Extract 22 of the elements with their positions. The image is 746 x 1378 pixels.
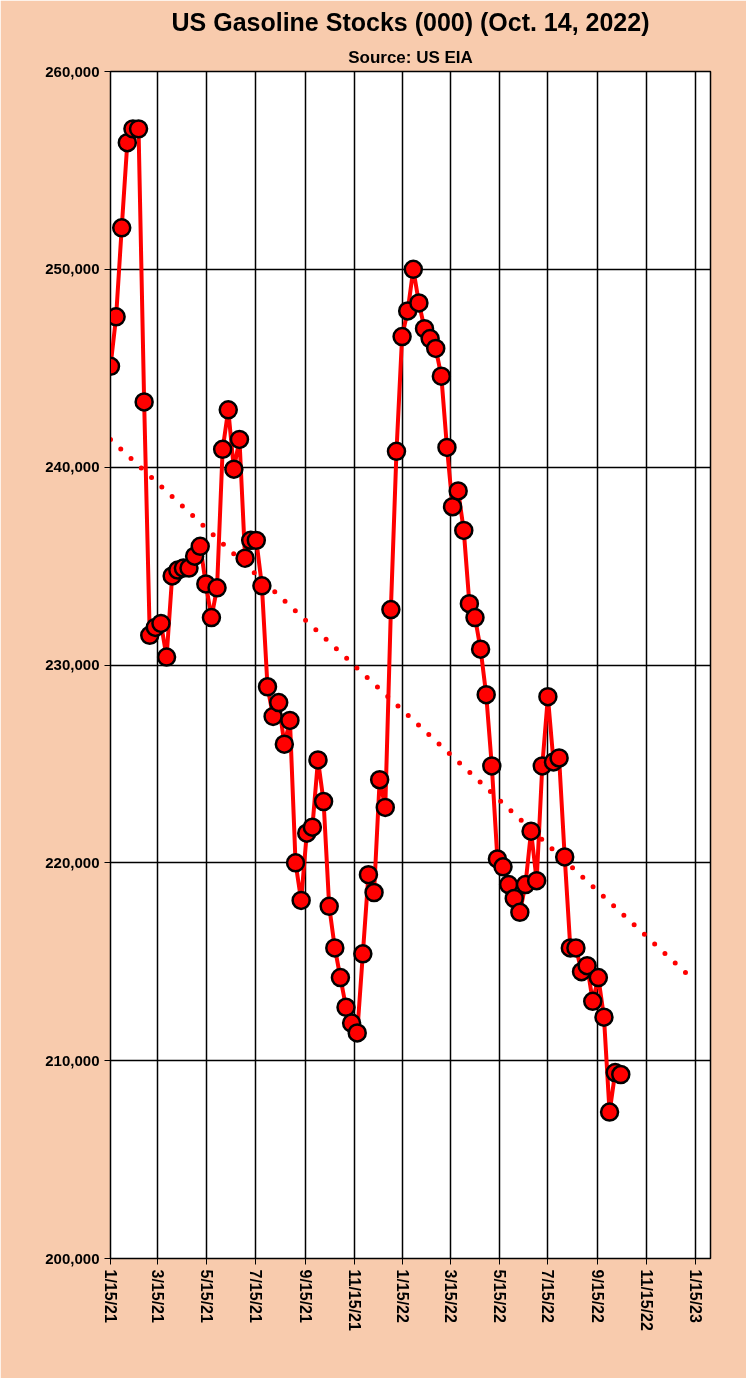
chart-title: US Gasoline Stocks (000) (Oct. 14, 2022) [171,7,650,36]
x-tick-label: 1/15/21 [102,1269,119,1323]
y-tick-label: 250,000 [45,260,100,278]
x-tick-label: 5/15/22 [490,1269,508,1323]
y-tick-label: 230,000 [45,656,100,673]
x-tick-label: 9/15/21 [296,1269,314,1323]
y-tick-label: 200,000 [45,1249,100,1267]
y-tick-label: 210,000 [45,1051,100,1069]
x-tick-label: 3/15/22 [441,1269,459,1323]
y-tick-label: 260,000 [45,62,100,80]
y-tick-label: 220,000 [45,853,100,871]
x-tick-label: 3/15/21 [149,1269,167,1323]
x-tick-label: 1/15/23 [686,1269,704,1323]
y-tick-label: 240,000 [45,458,100,476]
x-tick-label: 9/15/22 [589,1269,607,1323]
x-tick-label: 11/15/21 [345,1269,363,1331]
x-tick-label: 7/15/21 [246,1269,264,1323]
x-tick-label: 11/15/22 [637,1269,655,1331]
x-tick-label: 7/15/22 [539,1269,557,1323]
source-note: Source: US EIA [348,47,473,67]
x-tick-label: 5/15/21 [198,1269,216,1323]
x-tick-label: 1/15/22 [394,1269,412,1323]
